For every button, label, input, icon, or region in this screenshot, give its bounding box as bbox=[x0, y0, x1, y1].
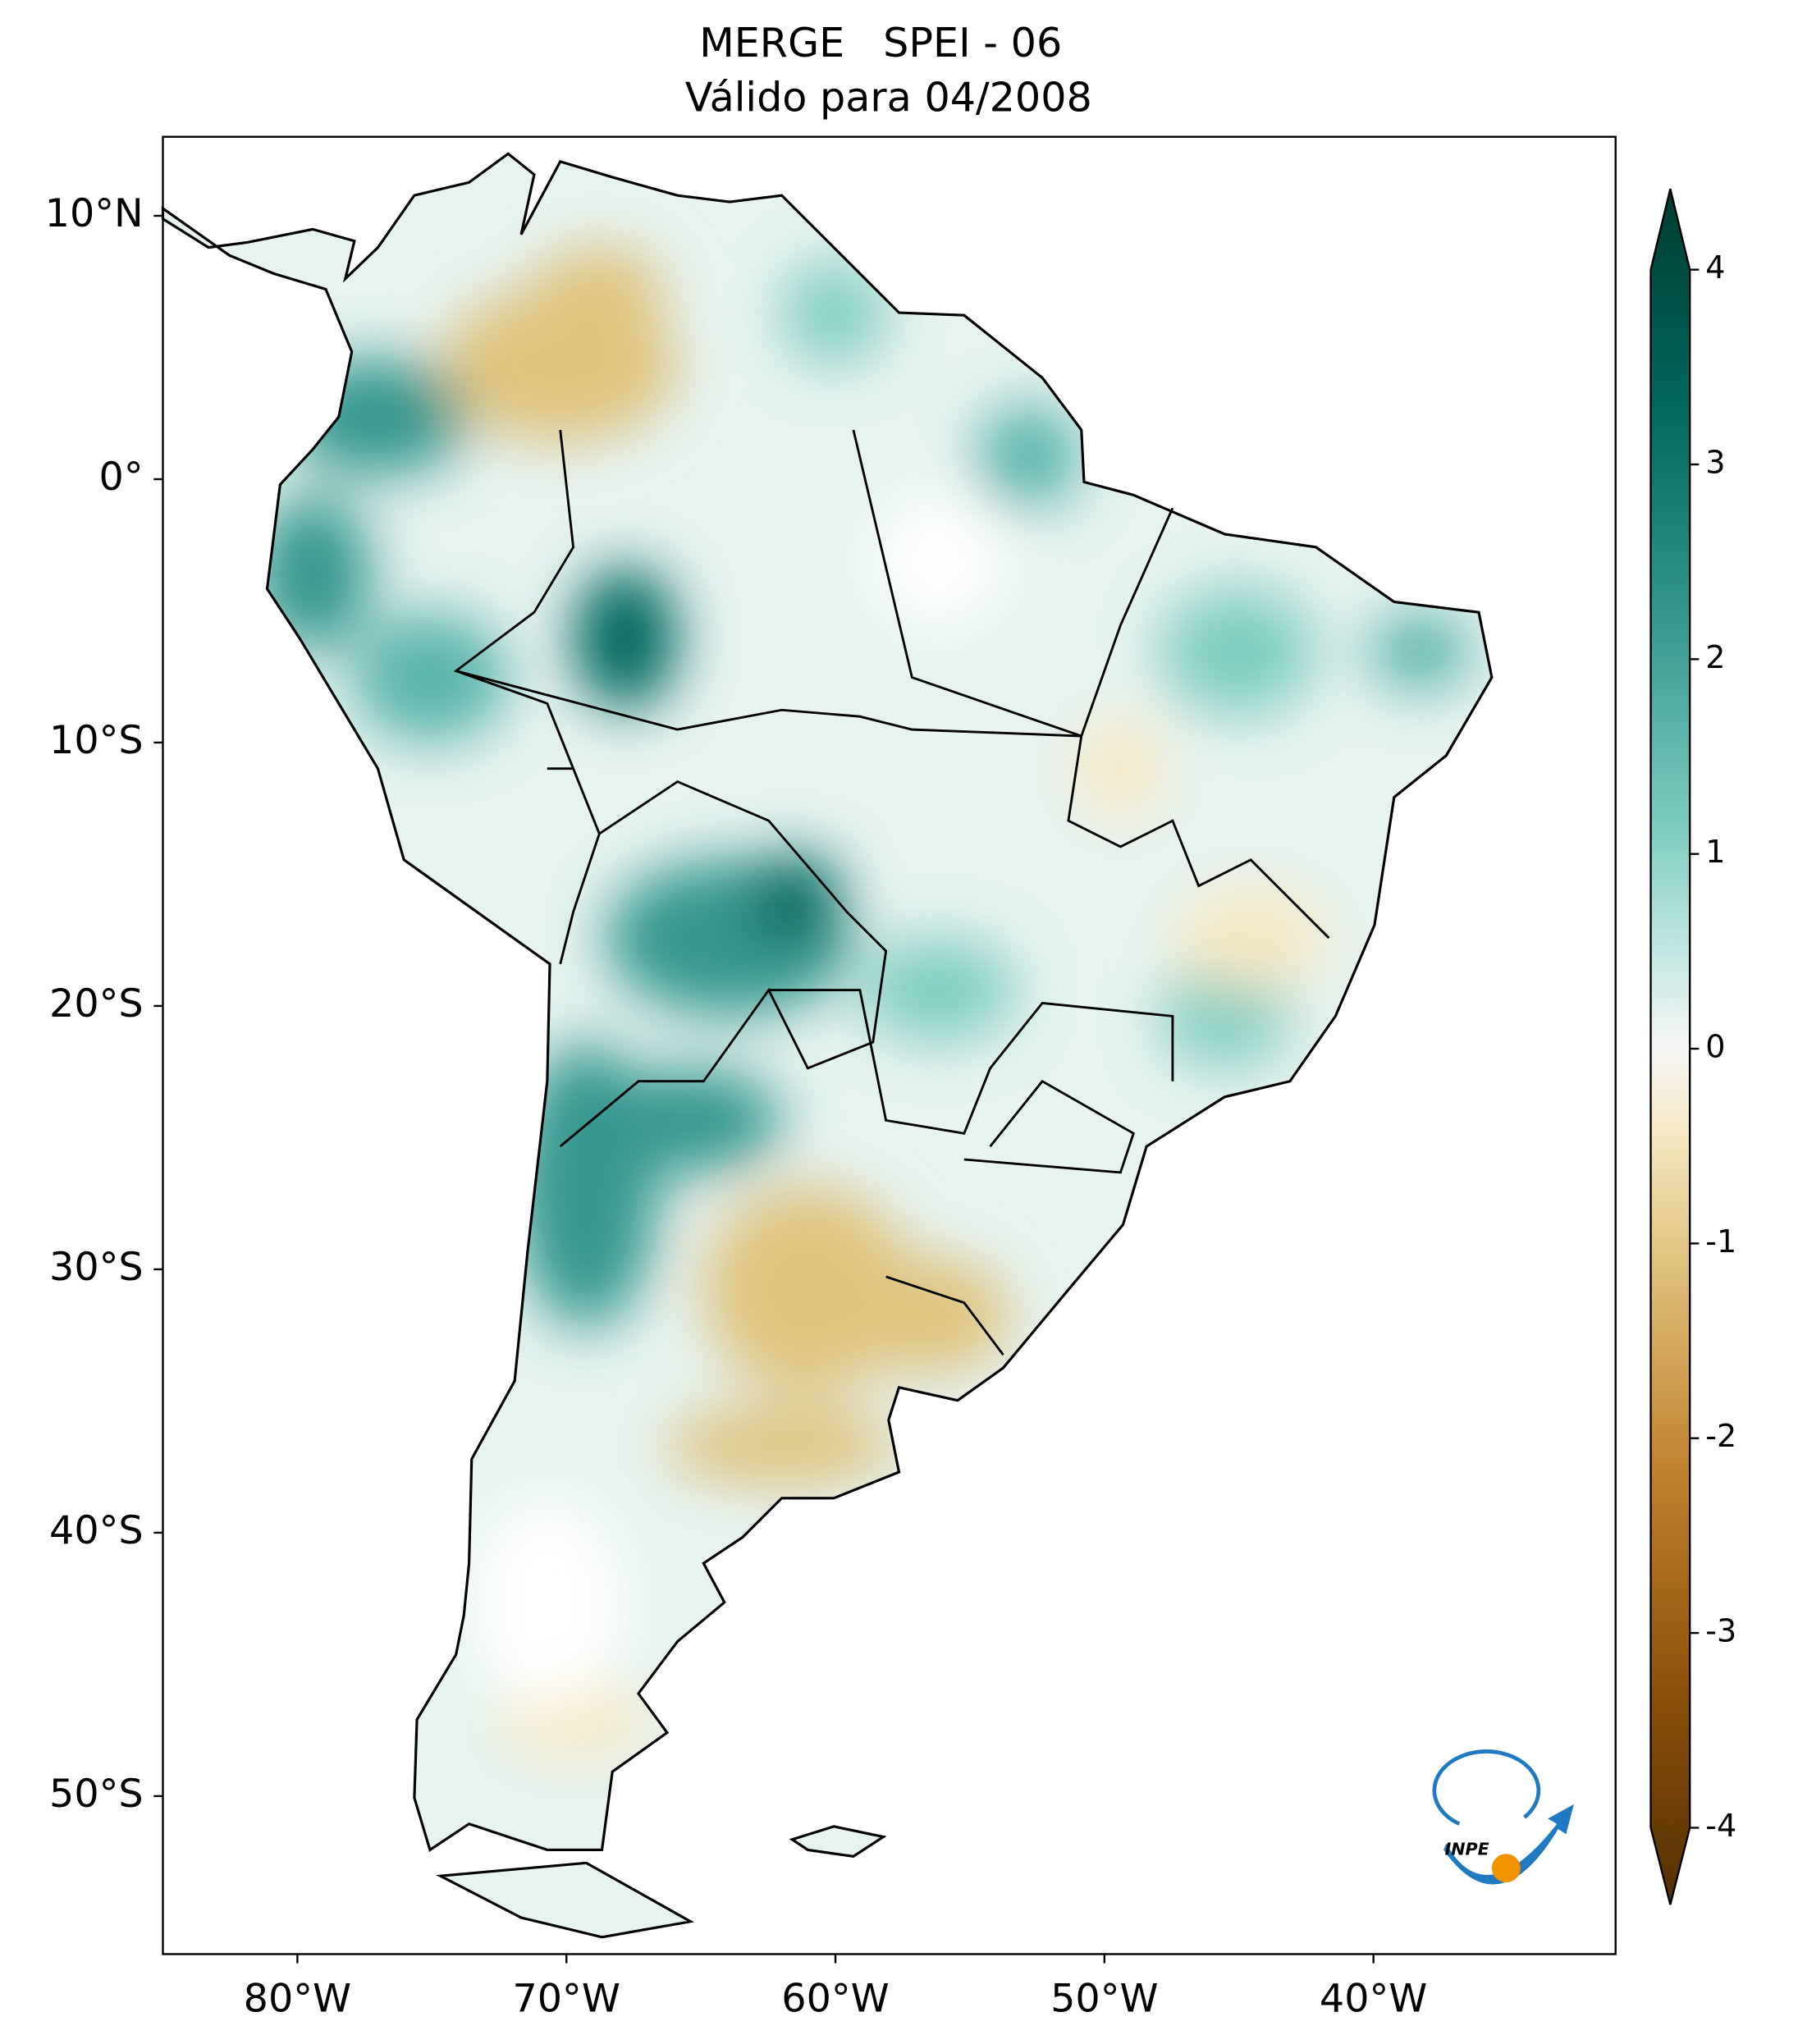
x-tick-label: 70°W bbox=[512, 1977, 620, 2022]
colorbar-tick-label: 3 bbox=[1705, 444, 1725, 480]
x-tick-label: 40°W bbox=[1320, 1977, 1427, 2022]
colorbar-tick-label: -3 bbox=[1705, 1613, 1736, 1649]
y-tick-label: 0° bbox=[99, 455, 144, 500]
colorbar-tick-label: 2 bbox=[1705, 639, 1725, 675]
inpe-logo: INPE bbox=[1432, 1749, 1574, 1885]
spei-field bbox=[162, 153, 1492, 1937]
logo-text: INPE bbox=[1445, 1839, 1489, 1859]
colorbar-tick-label: 0 bbox=[1705, 1029, 1725, 1065]
y-tick-label: 20°S bbox=[49, 981, 144, 1027]
y-tick-label: 10°N bbox=[45, 191, 144, 236]
colorbar-tick-label: 4 bbox=[1705, 249, 1725, 286]
x-tick-label: 80°W bbox=[244, 1977, 351, 2022]
y-tick-label: 30°S bbox=[49, 1245, 144, 1290]
x-tick-label: 50°W bbox=[1050, 1977, 1158, 2022]
y-tick-label: 50°S bbox=[49, 1772, 144, 1817]
subtitle: Válido para 04/2008 bbox=[685, 74, 1092, 121]
title: MERGE SPEI - 06 bbox=[699, 19, 1062, 66]
y-tick-label: 10°S bbox=[49, 718, 144, 763]
colorbar-tick-label: -1 bbox=[1705, 1223, 1736, 1260]
y-tick-label: 40°S bbox=[49, 1508, 144, 1553]
map-frame bbox=[162, 135, 1617, 1955]
colorbar bbox=[1650, 189, 1690, 1905]
colorbar-tick-label: 1 bbox=[1705, 834, 1725, 870]
colorbar-tick-label: -4 bbox=[1705, 1808, 1736, 1844]
borders bbox=[453, 429, 1330, 1356]
x-tick-label: 60°W bbox=[781, 1977, 889, 2022]
colorbar-tick-label: -2 bbox=[1705, 1418, 1736, 1454]
